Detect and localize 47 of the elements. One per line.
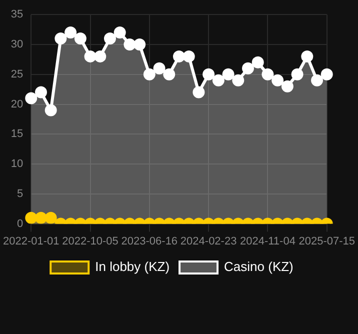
point xyxy=(252,56,264,68)
point xyxy=(84,50,96,62)
point xyxy=(192,86,205,98)
point xyxy=(222,68,234,80)
y-tick-label: 25 xyxy=(10,68,24,80)
point xyxy=(74,32,86,45)
x-tick-label: 2024-11-04 xyxy=(240,235,296,248)
point xyxy=(182,50,195,62)
y-tick-label: 35 xyxy=(10,8,24,21)
point xyxy=(124,38,136,50)
x-tick-label: 2022-10-05 xyxy=(62,235,118,248)
point xyxy=(272,74,284,86)
x-tick-label: 2023-06-16 xyxy=(121,235,178,248)
point xyxy=(134,38,146,50)
point xyxy=(114,26,126,39)
y-tick-label: 20 xyxy=(10,98,24,110)
x-tick-label: 2022-01-01 xyxy=(2,235,60,248)
point xyxy=(262,68,274,80)
legend-label: In lobby (KZ) xyxy=(95,259,170,274)
x-tick-label: 2024-02-23 xyxy=(180,235,237,248)
x-tick-label: 2025-07-15 xyxy=(298,235,356,248)
point xyxy=(202,68,215,80)
point xyxy=(54,32,67,45)
point xyxy=(212,74,224,86)
point xyxy=(163,68,176,80)
point xyxy=(320,68,333,80)
point xyxy=(143,68,156,80)
y-tick-label: 10 xyxy=(10,158,24,170)
point xyxy=(25,92,38,104)
legend-label: Casino (KZ) xyxy=(224,259,294,274)
point xyxy=(301,50,314,62)
point xyxy=(311,74,324,86)
point xyxy=(44,104,57,116)
point xyxy=(153,62,166,74)
y-tick-label: 0 xyxy=(17,218,24,230)
y-tick-label: 5 xyxy=(17,188,24,200)
point xyxy=(104,32,116,45)
point xyxy=(34,86,47,98)
point xyxy=(242,62,254,74)
point xyxy=(291,68,304,80)
point xyxy=(232,74,244,86)
point xyxy=(94,50,106,62)
y-tick-label: 30 xyxy=(10,38,24,51)
point xyxy=(64,26,77,39)
y-tick-label: 15 xyxy=(10,128,24,140)
point xyxy=(173,50,185,62)
point xyxy=(281,80,294,92)
